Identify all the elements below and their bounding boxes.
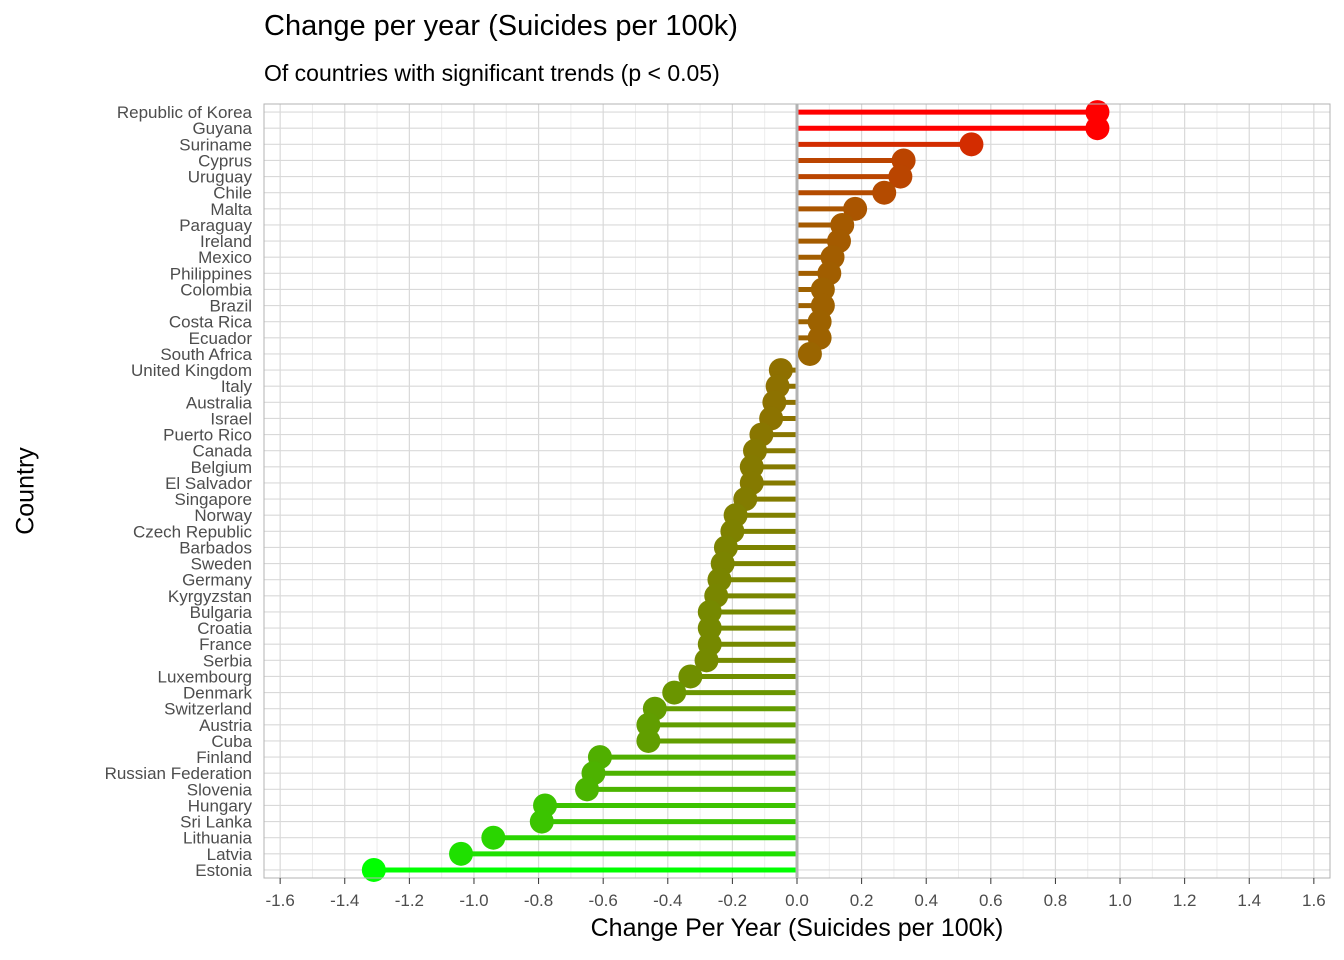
lollipop-dot (575, 777, 600, 802)
y-tick-label: Philippines (170, 264, 252, 283)
y-tick-label: United Kingdom (131, 361, 252, 380)
x-tick-label: 1.4 (1237, 891, 1261, 910)
y-tick-label: Cuba (211, 732, 252, 751)
y-tick-label: Israel (210, 409, 252, 428)
y-tick-label: Switzerland (164, 700, 252, 719)
y-tick-label: Austria (199, 716, 252, 735)
y-tick-label: Slovenia (187, 780, 253, 799)
y-tick-label: Ecuador (189, 329, 253, 348)
x-tick-label: 0.2 (850, 891, 874, 910)
y-tick-label: Denmark (183, 684, 252, 703)
x-axis-title: Change Per Year (Suicides per 100k) (590, 914, 1004, 942)
lollipop-dot (678, 664, 703, 689)
y-tick-label: Belgium (191, 458, 252, 477)
lollipop-dot (694, 648, 719, 673)
y-tick-label: Suriname (179, 135, 252, 154)
x-tick-label: 0.8 (1044, 891, 1068, 910)
x-tick-label: -0.2 (718, 891, 747, 910)
lollipop-dots (361, 100, 1110, 882)
y-tick-label: Paraguay (179, 216, 252, 235)
y-tick-label: Czech Republic (133, 522, 253, 541)
y-tick-label: Uruguay (188, 168, 253, 187)
y-tick-label: Sweden (191, 555, 252, 574)
lollipop-dot (1085, 116, 1110, 141)
y-tick-label: Canada (192, 442, 252, 461)
y-tick-label: Singapore (174, 490, 252, 509)
lollipop-dot (959, 132, 984, 157)
y-tick-label: South Africa (160, 345, 252, 364)
y-tick-label: Republic of Korea (117, 103, 253, 122)
x-tick-label: 0.6 (979, 891, 1003, 910)
lollipop-dot (888, 164, 913, 189)
y-tick-label: Guyana (192, 119, 252, 138)
y-tick-label: Ireland (200, 232, 252, 251)
lollipop-dot (481, 825, 506, 850)
lollipop-dot (361, 857, 386, 882)
y-tick-label: Malta (210, 200, 252, 219)
chart-title: Change per year (Suicides per 100k) (264, 10, 738, 42)
y-tick-label: France (199, 635, 252, 654)
y-tick-label: Germany (182, 571, 252, 590)
y-tick-label: Colombia (180, 280, 252, 299)
y-tick-label: Puerto Rico (163, 426, 252, 445)
x-tick-label: -1.4 (330, 891, 359, 910)
y-tick-label: Lithuania (183, 829, 253, 848)
x-tick-label: -0.4 (653, 891, 682, 910)
y-axis-tick-labels: Republic of KoreaGuyanaSurinameCyprusUru… (105, 103, 253, 880)
y-tick-label: Kyrgyzstan (168, 587, 252, 606)
x-tick-label: 1.0 (1108, 891, 1132, 910)
lollipop-dot (872, 180, 897, 205)
y-tick-label: Barbados (179, 538, 252, 557)
y-tick-label: Estonia (195, 861, 252, 880)
y-tick-label: Latvia (207, 845, 253, 864)
y-tick-label: Norway (194, 506, 252, 525)
y-axis-title: Country (11, 447, 40, 535)
y-tick-label: Bulgaria (190, 603, 253, 622)
x-tick-label: 1.6 (1302, 891, 1326, 910)
lollipop-dot (662, 680, 687, 705)
y-tick-label: Brazil (209, 297, 252, 316)
lollipop-dot (636, 728, 661, 753)
lollipop-dot (449, 841, 474, 866)
x-tick-label: -0.8 (524, 891, 553, 910)
x-tick-label: -0.6 (589, 891, 618, 910)
x-tick-label: 0.0 (785, 891, 809, 910)
y-tick-label: Cyprus (198, 151, 252, 170)
y-tick-label: Chile (213, 184, 252, 203)
y-tick-label: Costa Rica (169, 313, 253, 332)
lollipop-dot (529, 809, 554, 834)
y-tick-label: Italy (221, 377, 253, 396)
y-tick-label: Russian Federation (105, 764, 252, 783)
y-tick-label: Australia (186, 393, 253, 412)
y-tick-label: Hungary (188, 796, 253, 815)
y-tick-label: Mexico (198, 248, 252, 267)
y-tick-label: Luxembourg (157, 667, 252, 686)
y-tick-label: El Salvador (165, 474, 252, 493)
lollipop-stems (373, 109, 1098, 873)
y-tick-label: Croatia (197, 619, 252, 638)
x-tick-label: 0.4 (914, 891, 938, 910)
x-tick-label: -1.6 (266, 891, 295, 910)
x-tick-label: -1.0 (459, 891, 488, 910)
y-tick-label: Serbia (203, 651, 253, 670)
chart-subtitle: Of countries with significant trends (p … (264, 60, 720, 86)
y-tick-label: Sri Lanka (180, 813, 252, 832)
lollipop-dot (797, 341, 822, 366)
lollipop-dot (843, 196, 868, 221)
x-tick-label: 1.2 (1173, 891, 1197, 910)
x-axis-ticks: -1.6 -1.4 -1.2 -1.0 -0.8 -0.6 -0.4 -0.2 0.0 0.2 0.… (266, 878, 1326, 910)
x-tick-label: -1.2 (395, 891, 424, 910)
y-tick-label: Finland (196, 748, 252, 767)
